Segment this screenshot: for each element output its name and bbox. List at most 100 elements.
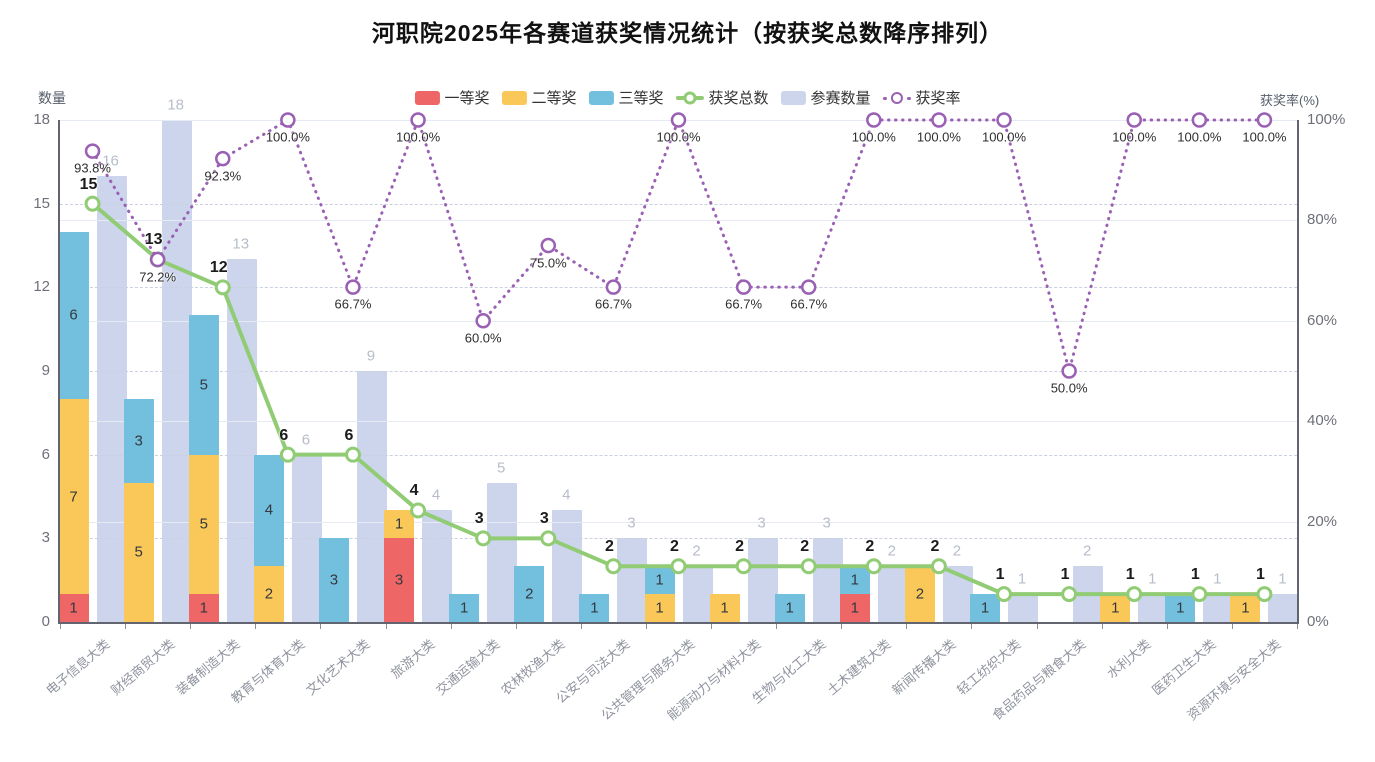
x-axis-category-label[interactable]: 旅游大类	[388, 636, 438, 682]
stack-segment-value-label: 1	[1241, 599, 1250, 617]
x-axis-category-label[interactable]: 电子信息大类	[42, 636, 113, 698]
participation-value-label: 5	[497, 459, 506, 477]
participation-bar[interactable]	[226, 259, 257, 622]
legend-item-total-awards[interactable]: 获奖总数	[675, 87, 769, 108]
participation-value-label: 2	[887, 542, 896, 560]
participation-bar[interactable]	[747, 538, 778, 622]
participation-bar[interactable]	[1268, 594, 1299, 622]
legend-item-second-prize[interactable]: 二等奖	[501, 87, 576, 108]
legend-label: 参赛数量	[810, 90, 871, 107]
grid-line	[60, 203, 1297, 205]
stack-segment[interactable]	[58, 594, 89, 622]
award-rate-value-label: 100.0%	[1242, 129, 1287, 145]
x-axis-tick	[60, 624, 61, 629]
x-axis-tick	[1166, 624, 1168, 629]
total-awards-value-label: 13	[144, 231, 163, 249]
left-axis-tick-label: 15	[33, 194, 50, 212]
right-axis-tick-label: 60%	[1307, 311, 1338, 329]
x-axis-tick	[1036, 624, 1038, 629]
right-axis-tick-label: 80%	[1307, 211, 1338, 229]
legend-label: 获奖率	[915, 90, 961, 107]
x-axis-category-label[interactable]: 文化艺术大类	[303, 636, 373, 698]
stack-segment[interactable]	[644, 594, 675, 622]
participation-value-label: 2	[1082, 542, 1092, 560]
stack-segment-value-label: 6	[69, 306, 78, 324]
left-axis-tick-label: 9	[41, 362, 50, 379]
participation-bar[interactable]	[1203, 594, 1234, 622]
participation-bar[interactable]	[552, 510, 583, 622]
participation-bar[interactable]	[1138, 594, 1169, 622]
award-rate-value-label: 100.0%	[851, 129, 896, 145]
right-axis-title: 获奖率(%)	[1260, 93, 1320, 108]
stack-segment[interactable]	[1165, 594, 1196, 622]
grid-line	[60, 521, 1297, 523]
participation-bar[interactable]	[356, 371, 387, 622]
participation-bar[interactable]	[487, 482, 518, 622]
legend: 一等奖 二等奖 三等奖 获奖总数 参赛数量 获奖率	[414, 87, 961, 108]
award-rate-value-label: 92.3%	[204, 168, 242, 184]
line-marker[interactable]	[215, 150, 231, 167]
award-rate-value-label: 100.0%	[1112, 129, 1157, 145]
participation-bar[interactable]	[942, 566, 973, 622]
stack-segment[interactable]	[449, 594, 480, 622]
participation-value-label: 6	[301, 431, 311, 449]
legend-item-award-rate[interactable]: 获奖率	[882, 87, 961, 108]
stack-segment-value-label: 2	[915, 585, 925, 603]
legend-item-first-prize[interactable]: 一等奖	[414, 87, 489, 108]
x-axis-tick	[385, 624, 387, 629]
legend-label: 二等奖	[531, 90, 577, 107]
total-awards-value-label: 3	[539, 510, 549, 528]
participation-bar[interactable]	[1073, 566, 1104, 622]
grid-line	[60, 320, 1297, 322]
stack-segment[interactable]	[1100, 594, 1131, 622]
x-axis-category-label[interactable]: 水利大类	[1104, 636, 1154, 682]
award-rate-value-label: 66.7%	[594, 296, 632, 312]
participation-bar[interactable]	[682, 566, 713, 622]
stack-segment-value-label: 1	[199, 599, 208, 617]
x-axis-category-label[interactable]: 交通运输大类	[433, 636, 503, 698]
participation-bar[interactable]	[96, 175, 127, 622]
total-awards-value-label: 1	[1255, 566, 1265, 584]
total-awards-value-label: 1	[995, 566, 1005, 584]
x-axis-tick	[450, 624, 452, 629]
stack-segment[interactable]	[58, 398, 89, 595]
participation-bar[interactable]	[812, 538, 843, 622]
legend-item-third-prize[interactable]: 三等奖	[588, 87, 664, 108]
stack-segment[interactable]	[188, 594, 219, 622]
x-axis-category-label[interactable]: 财经商贸大类	[107, 636, 178, 698]
line-marker[interactable]	[540, 237, 557, 254]
x-axis-category-label[interactable]: 新闻传播大类	[889, 636, 959, 698]
stack-segment[interactable]	[58, 231, 89, 399]
right-axis-tick-label: 40%	[1307, 412, 1338, 430]
grid-line	[60, 287, 1297, 289]
participation-bar[interactable]	[1008, 594, 1039, 622]
x-axis-tick	[711, 624, 713, 629]
stack-segment[interactable]	[839, 594, 870, 622]
first-prize-swatch-icon	[414, 90, 440, 105]
stack-segment-value-label: 4	[264, 501, 274, 519]
participation-bar[interactable]	[617, 538, 648, 622]
line-marker[interactable]	[84, 143, 101, 159]
x-axis-tick	[515, 624, 517, 629]
stack-segment[interactable]	[774, 594, 805, 622]
stack-segment-value-label: 1	[980, 599, 990, 617]
stack-segment[interactable]	[579, 594, 610, 622]
participation-bar[interactable]	[422, 510, 453, 622]
stack-segment[interactable]	[970, 594, 1001, 622]
stack-segment-value-label: 1	[1111, 599, 1120, 617]
grid-line	[60, 421, 1297, 423]
stack-segment-value-label: 1	[69, 599, 78, 617]
award-rate-value-label: 60.0%	[464, 330, 502, 346]
legend-item-participants[interactable]: 参赛数量	[780, 87, 871, 108]
total-awards-value-label: 2	[930, 538, 940, 556]
total-awards-value-label: 1	[1060, 566, 1070, 584]
stack-segment-value-label: 5	[199, 515, 208, 533]
x-axis-category-label[interactable]: 土木建筑大类	[823, 636, 894, 698]
participation-value-label: 2	[692, 542, 701, 560]
total-awards-value-label: 6	[344, 426, 354, 444]
stack-segment[interactable]	[709, 594, 740, 622]
participation-bar[interactable]	[877, 566, 908, 622]
stack-segment[interactable]	[1230, 594, 1261, 622]
award-rate-value-label: 66.7%	[790, 296, 828, 312]
stack-segment-value-label: 1	[655, 599, 664, 617]
